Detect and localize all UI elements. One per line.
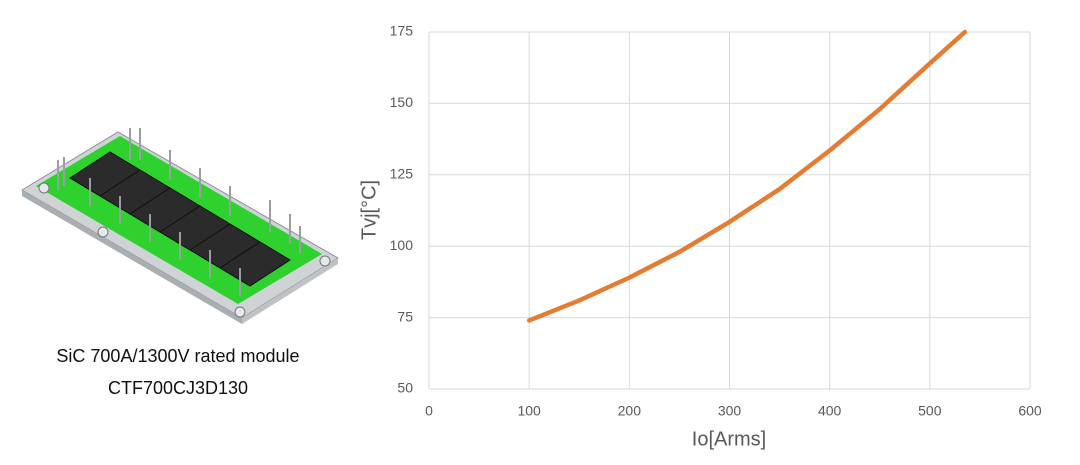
y-axis-title: Tvj[°C] bbox=[358, 180, 380, 240]
x-tick-label: 300 bbox=[718, 403, 742, 419]
module-image bbox=[21, 128, 339, 324]
caption-line: SiC 700A/1300V rated module bbox=[56, 346, 299, 366]
x-tick-label: 400 bbox=[818, 403, 842, 419]
y-tick-label: 50 bbox=[397, 380, 413, 396]
y-tick-label: 125 bbox=[390, 166, 414, 182]
y-tick-label: 150 bbox=[390, 94, 414, 110]
data-line bbox=[526, 29, 968, 323]
y-tick-label: 100 bbox=[390, 237, 414, 253]
y-tick-label: 175 bbox=[390, 23, 414, 39]
x-tick-label: 100 bbox=[517, 403, 541, 419]
x-tick-label: 500 bbox=[918, 403, 942, 419]
caption-line: CTF700CJ3D130 bbox=[108, 378, 248, 398]
x-tick-label: 200 bbox=[618, 403, 642, 419]
x-tick-label: 600 bbox=[1018, 403, 1042, 419]
y-tick-label: 75 bbox=[397, 308, 413, 324]
x-axis-title: Io[Arms] bbox=[692, 428, 766, 450]
x-tick-label: 0 bbox=[425, 403, 433, 419]
